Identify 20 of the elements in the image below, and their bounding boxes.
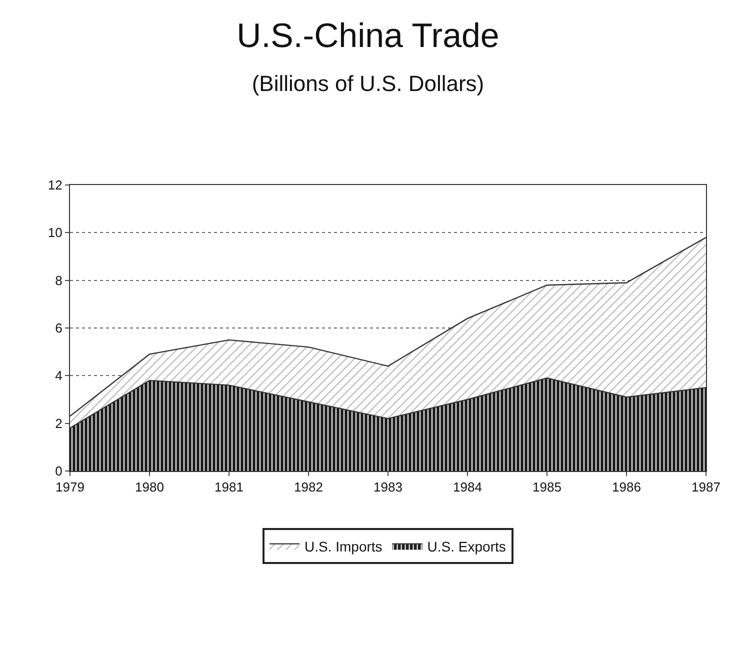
y-tick-label: 10 [48,225,62,240]
x-tick-label: 1984 [453,480,482,495]
legend-label: U.S. Imports [304,538,382,554]
x-tick-label: 1980 [135,480,164,495]
x-tick-label: 1982 [294,480,323,495]
y-tick-label: 4 [55,368,62,384]
x-tick-label: 1981 [214,480,244,495]
x-tick-label: 1987 [692,480,720,495]
x-tick-label: 1985 [532,480,562,495]
y-tick-label: 12 [48,178,62,193]
y-tick-label: 8 [55,272,62,288]
chart-subtitle: (Billions of U.S. Dollars) [252,71,484,96]
y-tick-label: 0 [55,464,62,479]
legend-label: U.S. Exports [427,538,506,554]
chart-title: U.S.-China Trade [236,16,500,55]
x-tick-label: 1983 [374,480,402,495]
y-tick-label: 2 [55,416,62,431]
x-tick-label: 1986 [612,480,641,495]
x-tick-label: 1979 [56,480,84,495]
y-tick-label: 6 [55,320,62,336]
